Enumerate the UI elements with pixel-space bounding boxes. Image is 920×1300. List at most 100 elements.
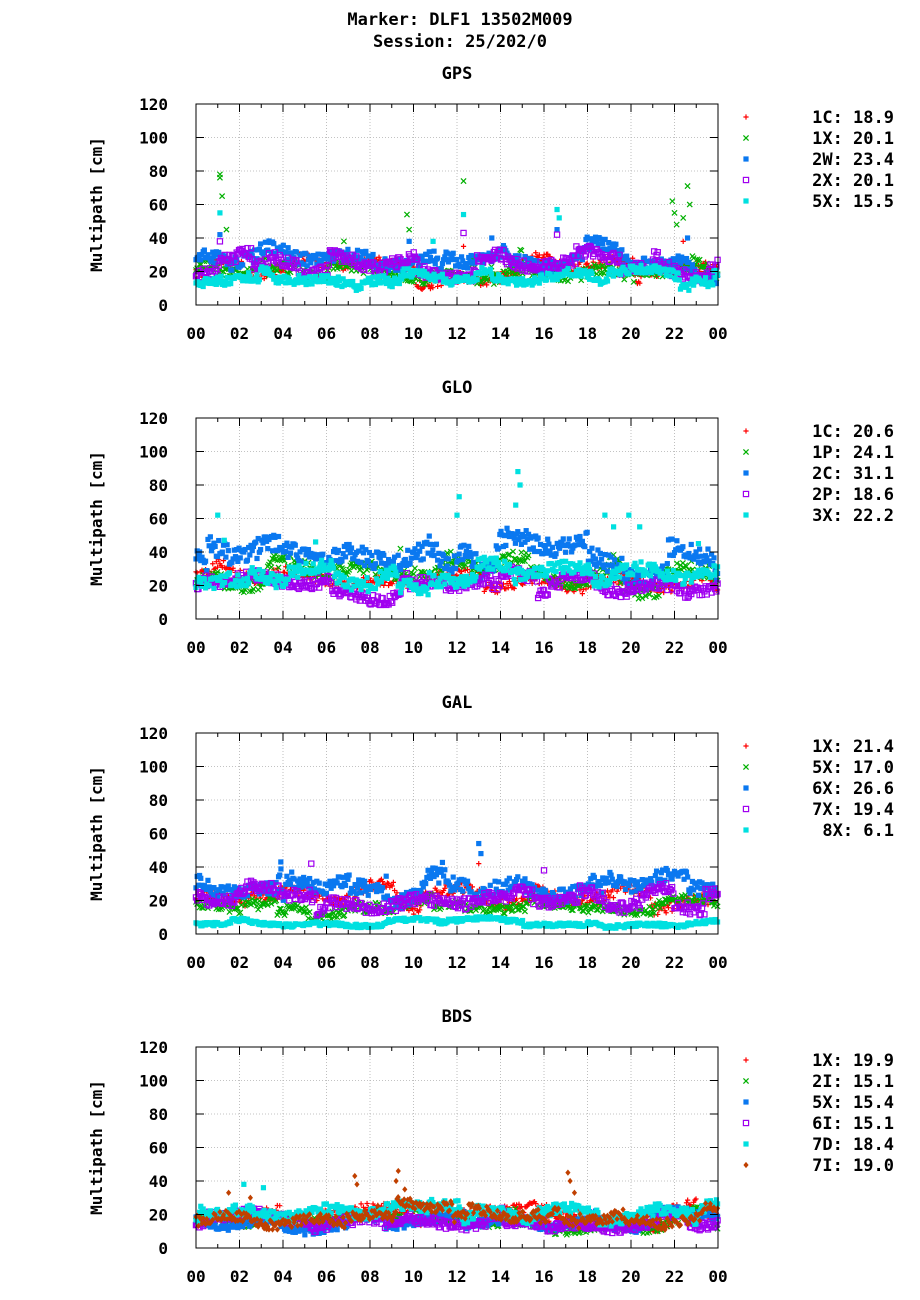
- data-point: [212, 543, 218, 550]
- data-point: [496, 560, 502, 566]
- data-point: [340, 238, 347, 245]
- legend-item: 1C: 18.9: [743, 108, 894, 128]
- ytick-label: 60: [149, 510, 168, 529]
- data-point: [247, 273, 253, 279]
- data-point: [454, 256, 460, 263]
- data-point: [252, 568, 258, 575]
- data-point: [372, 281, 379, 288]
- legend-label: 1X: 20.1: [812, 129, 894, 149]
- data-point: [553, 568, 559, 575]
- data-point: [484, 282, 490, 288]
- data-point: [430, 238, 436, 244]
- data-point: [545, 251, 551, 257]
- data-point: [466, 543, 472, 549]
- data-point: [646, 561, 652, 567]
- data-point: [450, 250, 456, 256]
- data-point: [680, 214, 687, 221]
- data-point: [455, 557, 461, 563]
- y-axis-label: Multipath [cm]: [87, 137, 106, 272]
- data-point: [703, 275, 709, 281]
- data-point: [244, 575, 251, 581]
- data-point: [201, 576, 207, 582]
- data-point: [232, 554, 239, 560]
- data-point: [418, 590, 424, 597]
- data-point: [397, 590, 404, 596]
- data-point: [228, 280, 234, 287]
- legend-marker: [743, 512, 749, 518]
- data-point: [598, 556, 605, 562]
- data-point: [426, 533, 432, 539]
- data-point: [265, 546, 271, 552]
- data-point: [254, 272, 260, 278]
- legend-label: 5X: 15.5: [812, 192, 894, 212]
- data-point: [430, 285, 436, 291]
- data-point: [406, 238, 412, 244]
- data-point: [460, 229, 467, 237]
- data-point: [600, 575, 606, 581]
- ytick-label: 60: [149, 196, 168, 215]
- data-point: [222, 579, 228, 586]
- data-point: [545, 536, 551, 542]
- data-point: [536, 572, 542, 578]
- data-point: [597, 550, 603, 557]
- legend-label: 1C: 20.6: [812, 422, 894, 442]
- data-point: [463, 573, 469, 579]
- data-point: [517, 482, 523, 488]
- data-point: [674, 538, 680, 544]
- data-point: [237, 555, 243, 561]
- data-point: [363, 248, 369, 254]
- xtick-label: 10: [404, 324, 423, 343]
- data-point: [346, 566, 353, 573]
- data-point: [647, 572, 654, 579]
- data-point: [431, 552, 437, 559]
- data-point: [597, 236, 603, 242]
- data-point: [287, 550, 294, 556]
- data-point: [247, 552, 253, 558]
- data-point: [319, 557, 325, 563]
- data-point: [224, 542, 230, 548]
- data-point: [217, 210, 223, 216]
- data-point: [626, 271, 632, 277]
- data-point: [407, 577, 413, 583]
- xtick-label: 00: [708, 324, 727, 343]
- data-point: [235, 572, 241, 578]
- legend-marker: [743, 428, 749, 434]
- data-point: [602, 512, 608, 518]
- data-point: [437, 563, 443, 569]
- legend-label: 2P: 18.6: [812, 485, 894, 505]
- data-point: [432, 261, 438, 267]
- data-point: [207, 534, 213, 540]
- legend-item: 2P: 18.6: [742, 485, 894, 505]
- data-point: [592, 573, 599, 580]
- data-point: [345, 246, 351, 252]
- data-point: [488, 271, 495, 277]
- data-point: [607, 579, 613, 585]
- data-point: [577, 560, 583, 566]
- data-point: [420, 556, 426, 562]
- xtick-label: 12: [447, 324, 466, 343]
- ytick-label: 100: [139, 443, 168, 462]
- data-point: [283, 549, 289, 555]
- data-point: [216, 537, 222, 544]
- xtick-label: 20: [621, 638, 640, 657]
- data-point: [335, 547, 341, 554]
- data-point: [560, 536, 566, 542]
- marker-title: Marker: DLF1 13502M009: [347, 10, 572, 30]
- data-point: [669, 198, 676, 205]
- data-point: [309, 281, 315, 287]
- data-point: [493, 555, 499, 561]
- data-point: [454, 512, 460, 518]
- data-point: [425, 592, 431, 598]
- data-point: [447, 257, 453, 263]
- data-point: [518, 247, 525, 254]
- ytick-label: 40: [149, 229, 168, 248]
- data-point: [517, 577, 523, 583]
- data-point: [464, 265, 471, 271]
- data-point: [496, 545, 502, 551]
- data-point: [542, 546, 548, 552]
- data-point: [201, 247, 207, 253]
- data-point: [680, 238, 686, 244]
- xtick-label: 04: [273, 324, 292, 343]
- data-point: [257, 546, 264, 553]
